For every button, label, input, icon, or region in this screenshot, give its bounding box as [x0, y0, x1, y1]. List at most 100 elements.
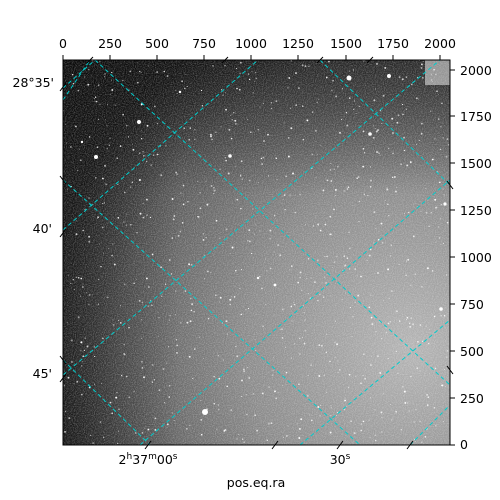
- star: [270, 102, 273, 104]
- star: [142, 203, 144, 205]
- star: [318, 375, 321, 377]
- star: [358, 200, 361, 203]
- bright-star: [228, 154, 232, 158]
- star: [427, 199, 429, 201]
- star: [429, 328, 431, 330]
- star: [330, 295, 332, 296]
- star: [231, 119, 233, 121]
- star: [410, 284, 412, 286]
- star: [298, 427, 301, 430]
- star: [168, 396, 170, 398]
- star: [77, 169, 79, 172]
- star: [108, 248, 110, 249]
- star: [188, 139, 190, 141]
- star: [254, 81, 256, 83]
- star: [310, 419, 313, 422]
- star: [175, 339, 178, 341]
- star: [240, 269, 243, 271]
- bright-star: [94, 155, 98, 159]
- top-tick-label: 2000: [424, 36, 456, 51]
- star: [98, 278, 100, 280]
- star: [425, 211, 428, 214]
- star: [75, 276, 78, 279]
- star: [420, 63, 423, 66]
- star: [218, 377, 221, 380]
- star: [329, 431, 332, 434]
- star: [291, 320, 293, 322]
- star: [377, 355, 379, 358]
- star: [245, 308, 247, 311]
- star: [326, 179, 329, 182]
- star: [390, 244, 393, 246]
- star: [417, 341, 419, 343]
- star: [297, 281, 300, 284]
- star: [125, 124, 128, 127]
- star: [215, 219, 218, 222]
- star: [176, 173, 178, 175]
- dec-axis: 28°35' 40' 45': [13, 75, 55, 381]
- star: [97, 84, 100, 87]
- star: [439, 181, 441, 184]
- star: [389, 403, 391, 405]
- star: [64, 123, 66, 125]
- star: [225, 92, 226, 94]
- star: [273, 251, 275, 253]
- star: [257, 129, 259, 131]
- star: [436, 90, 438, 93]
- star: [73, 383, 75, 385]
- star: [417, 98, 419, 100]
- star: [405, 274, 407, 276]
- star: [329, 215, 332, 218]
- star: [360, 382, 362, 385]
- right-tick-label: 1250: [460, 203, 492, 218]
- star: [299, 276, 301, 279]
- star: [137, 62, 139, 64]
- star: [424, 435, 427, 438]
- star: [281, 308, 284, 311]
- star: [169, 315, 171, 317]
- star: [239, 61, 242, 64]
- star: [230, 409, 232, 411]
- star: [212, 193, 215, 195]
- star: [353, 100, 356, 102]
- star: [416, 143, 418, 145]
- star: [233, 296, 236, 298]
- star: [140, 103, 143, 106]
- star: [251, 70, 253, 73]
- star: [175, 314, 177, 316]
- star: [339, 132, 341, 134]
- star: [72, 82, 75, 85]
- star: [231, 246, 234, 249]
- star: [200, 419, 203, 421]
- star: [371, 323, 374, 326]
- star: [410, 317, 413, 320]
- right-tick-label: 1750: [460, 109, 492, 124]
- star: [236, 198, 239, 201]
- star: [63, 384, 66, 386]
- star: [261, 287, 263, 290]
- star: [184, 87, 186, 90]
- star: [400, 429, 403, 431]
- star: [101, 177, 104, 180]
- star: [392, 176, 394, 179]
- star: [239, 72, 241, 75]
- star: [99, 60, 101, 62]
- star: [145, 198, 148, 201]
- star: [240, 174, 242, 176]
- star: [139, 70, 141, 73]
- star: [148, 286, 150, 288]
- star: [277, 392, 279, 394]
- right-tick-label: 2000: [460, 63, 492, 78]
- dec-tick-label: 40': [33, 221, 52, 236]
- star: [377, 238, 380, 241]
- star: [373, 242, 375, 244]
- star: [262, 325, 264, 328]
- star: [104, 76, 106, 78]
- star: [379, 372, 382, 374]
- star: [374, 88, 376, 90]
- star: [194, 138, 196, 141]
- star: [403, 136, 405, 139]
- star: [189, 320, 192, 323]
- star: [420, 132, 423, 135]
- star: [435, 241, 437, 243]
